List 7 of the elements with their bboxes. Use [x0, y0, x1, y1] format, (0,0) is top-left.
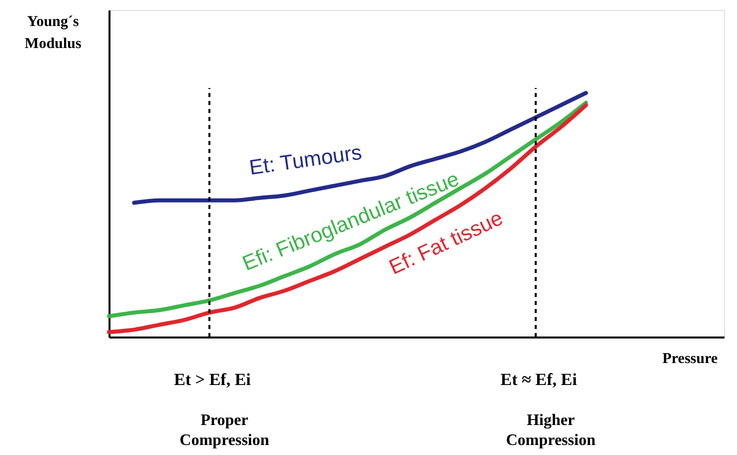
text: Et > Ef, Ei	[174, 370, 252, 389]
x-axis-title: Pressure	[662, 351, 718, 367]
text: Proper Compression	[180, 412, 270, 449]
text: Et: Tumours	[248, 141, 364, 180]
y-axis-title: Young´s Modulus	[24, 14, 82, 52]
text: Et ≈ Ef, Ei	[500, 370, 578, 389]
text: Higher Compression	[506, 412, 596, 449]
